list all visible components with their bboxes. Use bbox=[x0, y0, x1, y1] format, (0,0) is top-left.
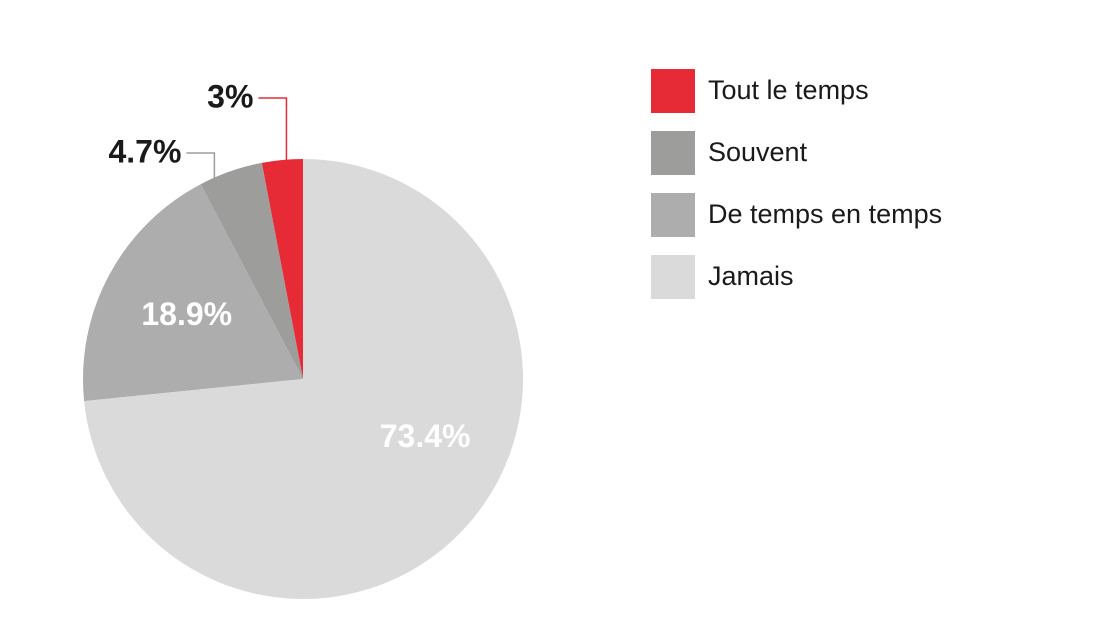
data-label: 3% bbox=[207, 78, 253, 114]
pie-slice bbox=[261, 159, 303, 379]
legend-label: Souvent bbox=[708, 137, 808, 167]
legend-swatch bbox=[651, 255, 695, 299]
legend-label: Jamais bbox=[708, 261, 794, 291]
pie-slice bbox=[200, 162, 303, 379]
leader-line bbox=[258, 97, 288, 204]
data-label: 73.4% bbox=[380, 418, 471, 454]
leader-line bbox=[186, 152, 216, 218]
data-label: 18.9% bbox=[141, 296, 232, 332]
data-label: 4.7% bbox=[108, 133, 181, 169]
legend-swatch bbox=[651, 69, 695, 113]
legend-label: De temps en temps bbox=[708, 199, 942, 229]
legend-swatch bbox=[651, 131, 695, 175]
legend-label: Tout le temps bbox=[708, 75, 869, 105]
pie-slice bbox=[82, 184, 304, 402]
legend-swatch bbox=[651, 193, 695, 237]
pie-slice bbox=[84, 159, 523, 599]
